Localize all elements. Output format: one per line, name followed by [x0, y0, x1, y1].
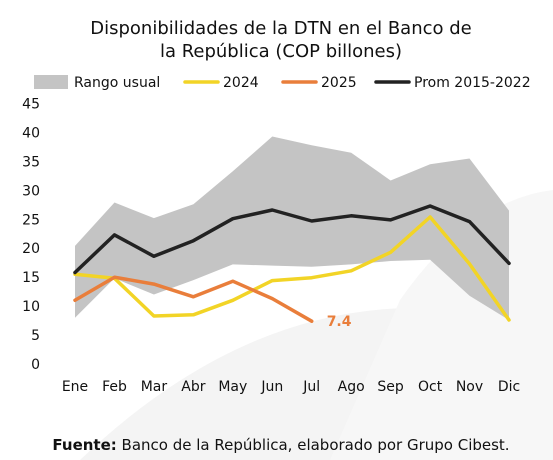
y-tick-label-35: 35 — [22, 154, 40, 170]
y-tick-label-0: 0 — [31, 357, 40, 373]
x-tick-label-feb: Feb — [102, 379, 127, 395]
y-axis: 0 5 10 15 20 25 30 35 40 45 — [22, 97, 40, 374]
legend-label-2024: 2024 — [223, 75, 259, 91]
series-point-2025-abr — [191, 295, 195, 299]
series-point-2024-dic — [507, 318, 511, 322]
x-tick-label-mar: Mar — [141, 379, 168, 395]
series-point-2024-oct — [428, 215, 432, 219]
x-tick-label-sep: Sep — [377, 379, 404, 395]
series-point-prom-2015-2022-jun — [270, 208, 274, 212]
x-tick-label-nov: Nov — [456, 379, 483, 395]
series-point-2024-abr — [191, 313, 195, 317]
x-tick-label-abr: Abr — [181, 379, 205, 395]
y-tick-label-5: 5 — [31, 328, 40, 344]
x-tick-label-jun: Jun — [260, 379, 283, 395]
x-tick-label-ene: Ene — [62, 379, 88, 395]
series-point-prom-2015-2022-dic — [507, 261, 511, 265]
y-tick-label-20: 20 — [22, 241, 40, 257]
legend-label-rango-usual: Rango usual — [74, 75, 160, 91]
chart-title-line-1: Disponibilidades de la DTN en el Banco d… — [90, 18, 472, 39]
series-point-2025-ene — [73, 298, 77, 302]
range-band-layer — [75, 136, 509, 320]
series-point-prom-2015-2022-feb — [113, 233, 116, 237]
series-point-2024-ago — [349, 269, 353, 273]
source-footer: Fuente: Banco de la República, elaborado… — [52, 436, 509, 454]
y-tick-label-45: 45 — [22, 97, 40, 113]
legend-label-2025: 2025 — [321, 75, 357, 91]
series-point-prom-2015-2022-oct — [428, 204, 432, 208]
x-tick-label-ago: Ago — [338, 379, 365, 395]
data-label-2025-jul: 7.4 — [327, 314, 352, 330]
series-point-2024-may — [231, 298, 235, 302]
series-line-2024 — [73, 215, 511, 322]
series-point-2025-jun — [270, 297, 274, 301]
series-point-2024-nov — [468, 262, 471, 266]
series-point-2025-mar — [152, 282, 156, 286]
x-tick-label-dic: Dic — [498, 379, 520, 395]
series-point-prom-2015-2022-may — [231, 217, 235, 221]
series-point-2024-mar — [152, 314, 156, 318]
y-tick-label-25: 25 — [22, 212, 40, 228]
series-point-2025-jul — [310, 319, 314, 323]
series-point-prom-2015-2022-nov — [468, 220, 471, 224]
y-tick-label-10: 10 — [22, 299, 40, 315]
range-band-area — [75, 136, 509, 320]
series-point-2025-may — [231, 279, 235, 283]
series-point-2024-sep — [389, 250, 393, 254]
series-point-prom-2015-2022-mar — [152, 254, 156, 258]
series-point-prom-2015-2022-jul — [310, 219, 314, 223]
x-tick-label-may: May — [218, 379, 247, 395]
series-line-prom-2015-2022 — [73, 204, 511, 275]
x-tick-label-jul: Jul — [302, 379, 320, 395]
series-point-2024-jul — [310, 276, 314, 280]
y-tick-label-15: 15 — [22, 270, 40, 286]
series-layer — [73, 204, 511, 323]
legend: Rango usual 2024 2025 Prom 2015-2022 — [34, 75, 531, 91]
series-point-prom-2015-2022-ene — [73, 271, 77, 274]
series-point-prom-2015-2022-ago — [349, 214, 353, 218]
source-label: Fuente: — [52, 436, 116, 454]
y-tick-label-30: 30 — [22, 183, 40, 199]
source-text: Banco de la República, elaborado por Gru… — [117, 436, 510, 454]
series-point-2025-feb — [113, 275, 116, 279]
series-point-2024-jun — [270, 279, 274, 283]
y-tick-label-40: 40 — [22, 125, 40, 141]
x-axis: Ene Feb Mar Abr May Jun Jul Ago Sep Oct Nov Dic — [62, 379, 520, 395]
chart-title-line-2: la República (COP billones) — [160, 41, 402, 62]
x-tick-label-oct: Oct — [418, 379, 443, 395]
annotations: 7.4 — [327, 314, 352, 330]
legend-label-prom: Prom 2015-2022 — [414, 75, 531, 91]
legend-swatch-rango-usual — [34, 75, 68, 89]
series-point-prom-2015-2022-sep — [389, 218, 393, 222]
series-point-prom-2015-2022-abr — [191, 239, 195, 243]
